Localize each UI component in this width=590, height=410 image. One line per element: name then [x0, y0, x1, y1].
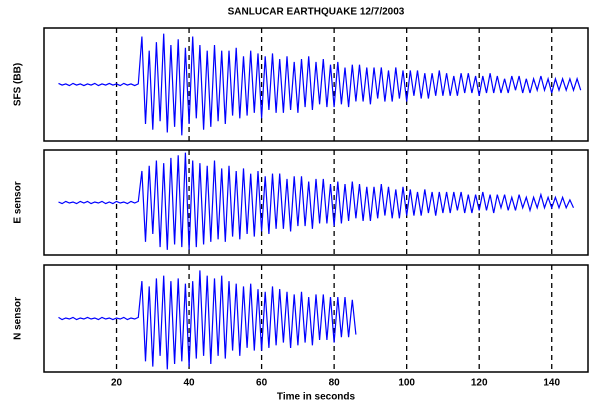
waveform [58, 270, 357, 370]
x-tick-label: 40 [184, 378, 196, 389]
x-tick-label: 80 [329, 378, 341, 389]
y-axis-label: SFS (BB) [13, 63, 24, 106]
panel-frame [43, 264, 589, 373]
y-axis-label: E sensor [13, 181, 24, 223]
x-tick-label: 60 [256, 378, 268, 389]
waveform [58, 33, 582, 136]
x-tick-label: 100 [398, 378, 415, 389]
x-tick-label: 140 [543, 378, 560, 389]
panel-frame [43, 27, 589, 142]
x-tick-label: 120 [471, 378, 488, 389]
x-axis-label: Time in seconds [277, 392, 356, 403]
x-tick-label: 20 [111, 378, 123, 389]
waveform [58, 152, 575, 250]
panel-frame [43, 149, 589, 256]
chart-title: SANLUCAR EARTHQUAKE 12/7/2003 [228, 7, 405, 18]
y-axis-label: N sensor [13, 297, 24, 340]
